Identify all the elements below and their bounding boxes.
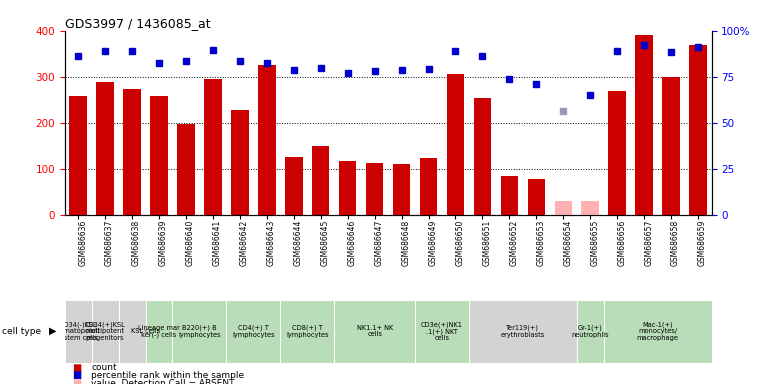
Text: Lineage mar
ker(-) cells: Lineage mar ker(-) cells [138, 325, 180, 338]
Text: CD4(+) T
lymphocytes: CD4(+) T lymphocytes [232, 325, 275, 338]
Text: ■: ■ [72, 378, 81, 384]
Bar [173, 300, 227, 363]
Text: GSM686638: GSM686638 [132, 219, 141, 265]
Bar [662, 77, 680, 215]
Bar [473, 98, 491, 215]
Text: Ter119(+)
erythroblasts: Ter119(+) erythroblasts [501, 325, 545, 338]
Bar [581, 201, 599, 215]
Text: GSM686641: GSM686641 [213, 219, 222, 265]
Text: CD3e(+)NK1
.1(+) NKT
cells: CD3e(+)NK1 .1(+) NKT cells [421, 321, 463, 341]
Bar [145, 300, 173, 363]
Bar [393, 164, 410, 215]
Bar [258, 65, 275, 215]
Text: ■: ■ [72, 371, 81, 381]
Text: GSM686643: GSM686643 [267, 219, 275, 266]
Bar [339, 161, 356, 215]
Bar [280, 300, 334, 363]
Text: GSM686647: GSM686647 [374, 219, 384, 266]
Text: GSM686656: GSM686656 [617, 219, 626, 266]
Text: GSM686657: GSM686657 [644, 219, 653, 266]
Bar [334, 300, 415, 363]
Bar [150, 96, 167, 215]
Text: GSM686646: GSM686646 [348, 219, 357, 266]
Text: GSM686650: GSM686650 [456, 219, 464, 266]
Bar [577, 300, 603, 363]
Text: Gr-1(+)
neutrophils: Gr-1(+) neutrophils [572, 325, 609, 338]
Text: GSM686639: GSM686639 [159, 219, 168, 266]
Text: Mac-1(+)
monocytes/
macrophage: Mac-1(+) monocytes/ macrophage [637, 321, 679, 341]
Bar [609, 91, 626, 215]
Text: CD34(-)KSL
hematopoieti
c stem cells: CD34(-)KSL hematopoieti c stem cells [56, 321, 100, 341]
Text: value, Detection Call = ABSENT: value, Detection Call = ABSENT [91, 379, 235, 384]
Text: GSM686659: GSM686659 [698, 219, 707, 266]
Bar [501, 176, 518, 215]
Bar [119, 300, 173, 363]
Bar [415, 300, 469, 363]
Bar [69, 96, 87, 215]
Bar [555, 201, 572, 215]
Text: GSM686649: GSM686649 [428, 219, 438, 266]
Text: GSM686642: GSM686642 [240, 219, 249, 265]
Bar [227, 300, 280, 363]
Text: GSM686645: GSM686645 [320, 219, 330, 266]
Bar [97, 82, 114, 215]
Text: GSM686640: GSM686640 [186, 219, 195, 266]
Bar [603, 300, 712, 363]
Text: GSM686654: GSM686654 [563, 219, 572, 266]
Bar [366, 163, 384, 215]
Text: GSM686653: GSM686653 [537, 219, 546, 266]
Text: ■: ■ [72, 363, 81, 373]
Bar [231, 110, 249, 215]
Text: GSM686637: GSM686637 [105, 219, 114, 266]
Bar [420, 158, 438, 215]
Text: NK1.1+ NK
cells: NK1.1+ NK cells [356, 325, 393, 338]
Text: GSM686636: GSM686636 [78, 219, 88, 266]
Bar [91, 300, 119, 363]
Text: GSM686648: GSM686648 [402, 219, 411, 265]
Text: count: count [91, 363, 117, 372]
Text: ▶: ▶ [49, 326, 57, 336]
Text: B220(+) B
lymphocytes: B220(+) B lymphocytes [178, 325, 221, 338]
Text: GSM686655: GSM686655 [591, 219, 599, 266]
Bar [65, 300, 91, 363]
Bar [312, 146, 330, 215]
Text: GSM686644: GSM686644 [294, 219, 303, 266]
Bar [527, 179, 545, 215]
Text: CD8(+) T
lymphocytes: CD8(+) T lymphocytes [286, 325, 329, 338]
Text: percentile rank within the sample: percentile rank within the sample [91, 371, 244, 380]
Bar [204, 79, 221, 215]
Text: GSM686651: GSM686651 [482, 219, 492, 265]
Bar [285, 157, 303, 215]
Text: cell type: cell type [2, 327, 40, 336]
Bar [635, 35, 653, 215]
Text: KSL cells: KSL cells [131, 328, 160, 334]
Bar [469, 300, 577, 363]
Text: CD34(+)KSL
multipotent
progenitors: CD34(+)KSL multipotent progenitors [84, 321, 126, 341]
Text: GSM686652: GSM686652 [509, 219, 518, 265]
Text: GDS3997 / 1436085_at: GDS3997 / 1436085_at [65, 17, 210, 30]
Bar [123, 89, 141, 215]
Bar [447, 74, 464, 215]
Bar [177, 124, 195, 215]
Bar [689, 45, 707, 215]
Text: GSM686658: GSM686658 [671, 219, 680, 265]
